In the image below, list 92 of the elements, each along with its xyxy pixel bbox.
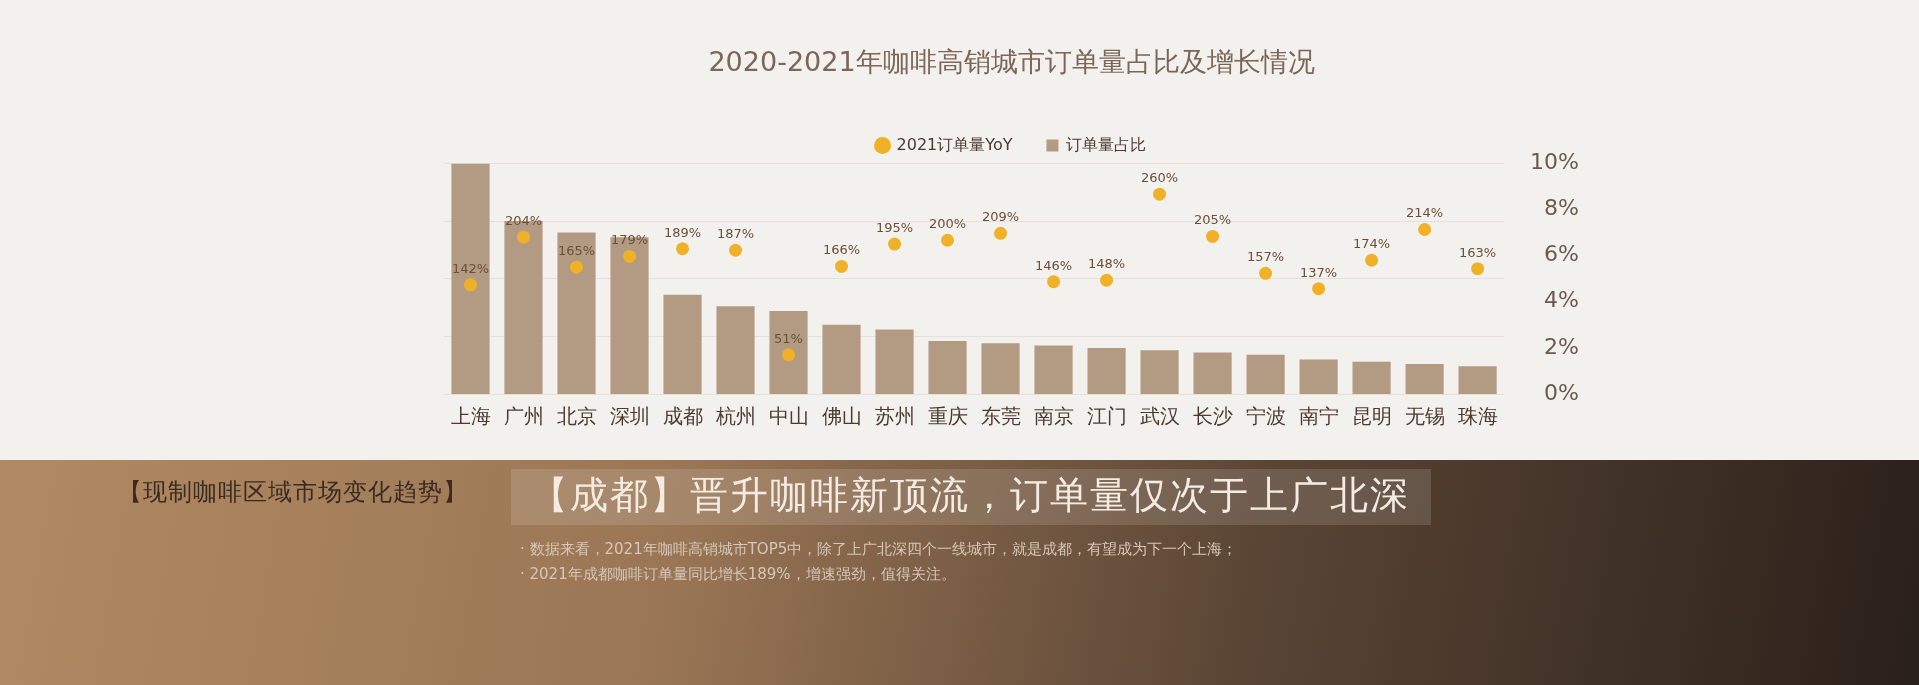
point xyxy=(1312,282,1326,296)
data-label: 165% xyxy=(557,243,596,259)
data-label: 148% xyxy=(1087,256,1126,272)
x-tick-label: 武汉 xyxy=(1139,404,1180,429)
x-tick-label: 江门 xyxy=(1086,404,1127,429)
x-tick-label: 成都 xyxy=(662,404,703,429)
bar xyxy=(769,310,808,394)
bar xyxy=(610,237,649,394)
data-label: 157% xyxy=(1246,249,1285,265)
bar xyxy=(451,163,490,394)
point xyxy=(1365,253,1379,267)
x-tick-label: 无锡 xyxy=(1404,404,1445,429)
data-label: 146% xyxy=(1034,257,1073,273)
text: · 2021年成都咖啡订单量同比增长189%，增速强劲，值得关注。 xyxy=(520,565,956,584)
data-label: 163% xyxy=(1459,244,1497,260)
point xyxy=(1471,262,1485,276)
point xyxy=(1418,223,1432,237)
legend-label: 订单量占比 xyxy=(1066,134,1147,154)
data-label: 204% xyxy=(504,213,543,229)
point xyxy=(623,249,637,263)
data-label: 195% xyxy=(875,219,914,235)
bar xyxy=(1299,359,1338,394)
bar xyxy=(557,232,596,394)
point xyxy=(1206,229,1220,243)
x-tick-label: 杭州 xyxy=(714,404,756,429)
point xyxy=(676,242,690,256)
data-label: 142% xyxy=(451,260,490,276)
x-tick-label: 昆明 xyxy=(1351,404,1392,429)
data-label: 260% xyxy=(1140,170,1179,186)
bar xyxy=(1193,352,1232,394)
bar xyxy=(981,343,1020,394)
x-tick-label: 苏州 xyxy=(874,404,915,429)
point xyxy=(888,237,902,251)
x-tick-label: 深圳 xyxy=(609,404,650,429)
x-tick-label: 宁波 xyxy=(1245,404,1286,429)
data-label: 189% xyxy=(663,224,702,240)
data-label: 214% xyxy=(1406,205,1444,221)
bar xyxy=(875,329,914,394)
bar xyxy=(1087,347,1126,394)
bar xyxy=(1246,354,1285,394)
bar xyxy=(663,294,702,394)
x-tick-label: 南京 xyxy=(1033,404,1074,429)
point xyxy=(1259,266,1273,280)
text: · 数据来看，2021年咖啡高销城市TOP5中，除了上广北深四个一线城市，就是成都，有望成为下一个上海； xyxy=(520,540,1238,559)
point xyxy=(835,259,849,273)
y-tick-label: 4% xyxy=(1544,287,1579,313)
point xyxy=(517,230,531,244)
x-tick-label: 东莞 xyxy=(980,404,1021,429)
y-tick-label: 6% xyxy=(1544,241,1579,267)
data-label: 209% xyxy=(981,209,1020,225)
bar xyxy=(1405,364,1444,394)
x-tick-label: 北京 xyxy=(556,404,597,429)
point xyxy=(1047,275,1061,289)
point xyxy=(570,260,584,274)
data-label: 205% xyxy=(1193,212,1232,228)
legend-label: 2021订单量YoY xyxy=(896,134,1013,154)
x-tick-label: 中山 xyxy=(768,404,809,429)
point xyxy=(782,348,796,362)
bar xyxy=(716,306,755,394)
text: 【现制咖啡区域市场变化趋势】 xyxy=(118,478,468,507)
point xyxy=(1153,187,1167,201)
y-tick-label: 8% xyxy=(1544,195,1579,221)
data-label: 174% xyxy=(1353,236,1391,252)
bar xyxy=(1140,350,1179,394)
y-tick-label: 10% xyxy=(1530,149,1579,175)
point xyxy=(464,278,477,292)
point xyxy=(729,243,743,257)
point xyxy=(994,226,1008,240)
data-label: 166% xyxy=(822,242,861,258)
y-tick-label: 0% xyxy=(1544,379,1579,405)
point xyxy=(941,233,955,247)
data-label: 51% xyxy=(774,330,803,346)
data-label: 179% xyxy=(610,232,649,248)
bar xyxy=(822,324,861,394)
data-label: 187% xyxy=(716,226,755,242)
bar xyxy=(1458,366,1497,394)
x-tick-label: 佛山 xyxy=(821,404,862,429)
x-tick-label: 南宁 xyxy=(1298,404,1339,429)
x-tick-label: 重庆 xyxy=(927,404,968,429)
bar xyxy=(1034,345,1073,394)
bar xyxy=(1352,361,1391,394)
x-tick-label: 广州 xyxy=(503,404,544,429)
chart-title: 2020-2021年咖啡高销城市订单量占比及增长情况 xyxy=(708,46,1315,78)
data-label: 200% xyxy=(928,216,967,232)
x-tick-label: 长沙 xyxy=(1192,404,1233,429)
y-tick-label: 2% xyxy=(1544,333,1579,359)
point xyxy=(1100,273,1114,287)
x-tick-label: 珠海 xyxy=(1457,404,1498,429)
bar xyxy=(928,340,967,394)
x-tick-label: 上海 xyxy=(450,404,491,429)
text: 【成都】晋升咖啡新顶流，订单量仅次于上广北深 xyxy=(530,473,1410,518)
data-label: 137% xyxy=(1300,264,1338,280)
